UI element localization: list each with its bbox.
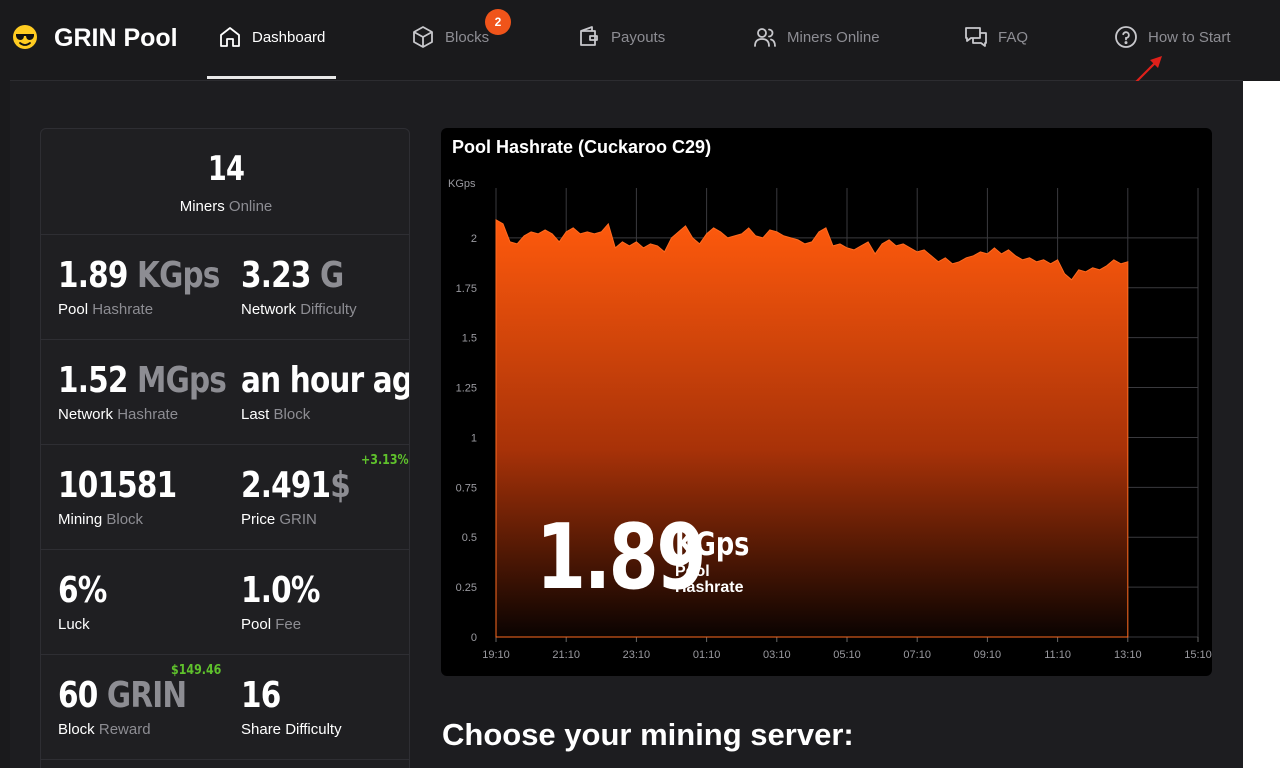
x-tick-label: 05:10 [833, 649, 861, 661]
luck-stat: 6% Luck [58, 550, 238, 655]
luck-value: 6% [58, 570, 107, 611]
x-tick-label: 15:10 [1184, 649, 1212, 661]
share-difficulty-label: Share Difficulty [241, 721, 342, 738]
users-icon [754, 28, 776, 47]
stats-row: 101581 Mining Block 2.491$ Price GRIN +3… [41, 445, 409, 550]
nav-faq-label: FAQ [998, 28, 1029, 46]
help-circle-icon [1115, 26, 1137, 48]
share-difficulty-value: 16 [241, 675, 281, 716]
hashrate-area-series [495, 219, 1129, 638]
miners-online-value: 14 [207, 149, 245, 189]
network-hashrate-stat: 1.52 MGps Network Hashrate [58, 340, 238, 445]
network-hashrate-value: 1.52 MGps [58, 360, 227, 401]
network-hashrate-label: Network Hashrate [58, 406, 179, 423]
x-tick-label: 09:10 [974, 649, 1002, 661]
price-change: +3.13% [361, 453, 409, 468]
miners-online-stat: 14 Miners Online [41, 129, 409, 235]
last-block-value: an hour ago [241, 360, 409, 401]
chart-title: Pool Hashrate (Cuckaroo C29) [452, 137, 712, 157]
nav-payouts-label: Payouts [611, 28, 666, 46]
pool-fee-label: Pool Fee [241, 616, 302, 633]
x-tick-label: 11:10 [1044, 649, 1071, 661]
header-divider [10, 80, 1243, 81]
pool-fee-stat: 1.0% Pool Fee [241, 550, 409, 655]
x-tick-label: 23:10 [623, 649, 651, 661]
chart-plot: 0 0.25 0.5 0.75 1 1.25 1.5 1.75 2 KGps 19:10 21:10 2… [448, 178, 1212, 661]
home-icon [220, 27, 240, 47]
app-title: GRIN Pool [54, 24, 178, 52]
top-navigation-bar: GRIN Pool Dashboard Blocks 2 Payouts Min… [0, 0, 1280, 80]
block-reward-label: Block Reward [58, 721, 151, 738]
blocks-count-badge: 2 [485, 9, 511, 35]
y-tick-label: 0.75 [456, 482, 477, 494]
cube-icon [413, 26, 433, 48]
y-tick-label: 0.25 [456, 582, 477, 594]
x-tick-label: 21:10 [552, 649, 580, 661]
nav-dashboard[interactable]: Dashboard [218, 22, 325, 52]
y-tick-label: 2 [471, 233, 477, 245]
page-edge [1243, 81, 1280, 768]
y-tick-label: 1.25 [456, 383, 477, 395]
stats-row: 1.89 KGps Pool Hashrate 3.23 G Network D… [41, 235, 409, 340]
mining-block-value: 101581 [58, 465, 177, 506]
x-tick-label: 07:10 [903, 649, 931, 661]
y-tick-label: 0.5 [462, 532, 477, 544]
network-difficulty-value: 3.23 G [241, 255, 344, 296]
block-reward-usd: $149.46 [171, 663, 222, 678]
nav-dashboard-label: Dashboard [252, 28, 326, 46]
nav-miners-online[interactable]: Miners Online [753, 22, 880, 52]
pool-stats-panel: 14 Miners Online 1.89 KGps Pool Hashrate… [40, 128, 410, 768]
nav-miners-online-label: Miners Online [787, 28, 880, 46]
nav-blocks-label: Blocks [445, 28, 490, 46]
sunglasses-smiley-icon [13, 25, 37, 49]
x-tick-label: 13:10 [1114, 649, 1142, 661]
mining-block-label: Mining Block [58, 511, 144, 528]
y-axis-label: KGps [448, 178, 476, 190]
stats-row: 6% Luck 1.0% Pool Fee [41, 550, 409, 655]
pool-fee-value: 1.0% [241, 570, 320, 611]
pool-hashrate-value: 1.89 KGps [58, 255, 220, 296]
big-hashrate-unit: KGps [675, 525, 750, 563]
luck-label: Luck [58, 616, 90, 633]
price-label: Price GRIN [241, 511, 317, 528]
stats-row: 60 GRIN Block Reward $149.46 16 Share Di… [41, 655, 409, 760]
network-difficulty-label: Network Difficulty [241, 301, 357, 318]
block-reward-stat: 60 GRIN Block Reward $149.46 [58, 655, 238, 760]
y-tick-label: 1.75 [456, 283, 477, 295]
nav-blocks[interactable]: Blocks [411, 22, 489, 52]
price-value: 2.491$ [241, 465, 351, 506]
stats-row: 1.52 MGps Network Hashrate an hour ago L… [41, 340, 409, 445]
share-difficulty-stat: 16 Share Difficulty [241, 655, 409, 760]
x-tick-label: 01:10 [693, 649, 721, 661]
y-tick-label: 1.5 [462, 333, 477, 345]
chat-icon [965, 27, 987, 47]
wallet-icon [580, 26, 598, 46]
last-block-label: Last Block [241, 406, 311, 423]
nav-payouts[interactable]: Payouts [577, 22, 665, 52]
pool-hashrate-chart: Pool Hashrate (Cuckaroo C29) 0 0.25 0.5 0.7… [441, 128, 1212, 676]
y-tick-label: 0 [471, 632, 477, 644]
pool-hashrate-label: Pool Hashrate [58, 301, 154, 318]
big-hashrate-value: 1.89 [536, 505, 706, 610]
nav-how-to-start-label: How to Start [1148, 28, 1231, 46]
miners-online-label: Miners Online [179, 198, 273, 215]
x-tick-label: 03:10 [763, 649, 791, 661]
y-tick-label: 1 [471, 432, 477, 444]
x-tick-label: 19:10 [482, 649, 510, 661]
pool-hashrate-stat: 1.89 KGps Pool Hashrate [58, 235, 238, 340]
network-difficulty-stat: 3.23 G Network Difficulty [241, 235, 409, 340]
nav-faq[interactable]: FAQ [964, 22, 1028, 52]
price-stat: 2.491$ Price GRIN +3.13% [241, 445, 409, 550]
last-block-stat: an hour ago Last Block [241, 340, 409, 445]
mining-block-stat: 101581 Mining Block [58, 445, 238, 550]
block-reward-value: 60 GRIN [58, 675, 187, 716]
logo[interactable]: GRIN Pool [12, 24, 178, 52]
choose-server-heading: Choose your mining server: [442, 717, 854, 752]
big-hashrate-label: Pool Hashrate [675, 563, 744, 596]
active-tab-indicator [207, 76, 336, 79]
nav-how-to-start[interactable]: How to Start [1114, 22, 1231, 52]
